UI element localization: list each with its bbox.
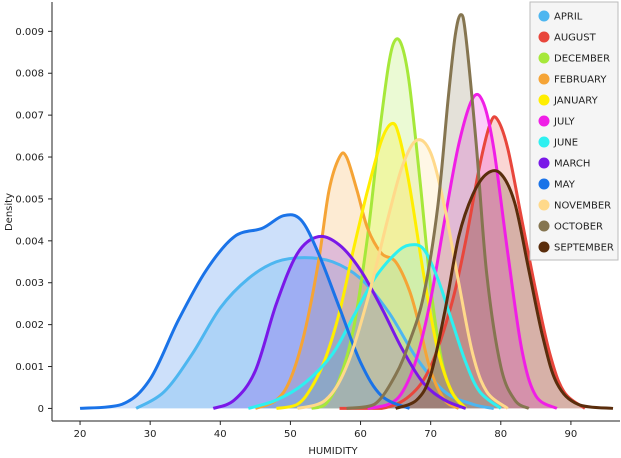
legend-label-july: JULY xyxy=(553,117,576,128)
legend-swatch-december xyxy=(538,52,550,64)
area-march xyxy=(213,236,466,409)
x-tick-label: 70 xyxy=(424,429,437,440)
y-tick-label: 0 xyxy=(38,404,44,415)
legend-label-april: APRIL xyxy=(554,12,583,23)
area-june xyxy=(248,244,501,409)
x-tick-label: 60 xyxy=(354,429,367,440)
x-ticks: 20 30 40 50 60 70 80 90 xyxy=(74,421,578,440)
legend-swatch-november xyxy=(538,199,550,211)
line-november xyxy=(297,138,509,410)
line-march xyxy=(212,234,467,410)
legend-label-january: JANUARY xyxy=(553,96,599,107)
legend-swatch-october xyxy=(538,220,550,232)
legend-swatch-february xyxy=(538,73,550,85)
legend-label-october: OCTOBER xyxy=(554,222,603,233)
legend-swatch-september xyxy=(538,241,550,253)
legend-label-february: FEBRUARY xyxy=(554,75,607,86)
legend-label-december: DECEMBER xyxy=(554,54,610,65)
y-tick-label: 0.006 xyxy=(15,153,44,164)
y-axis-label: Density xyxy=(4,193,15,231)
y-tick-label: 0.002 xyxy=(15,320,44,331)
line-december xyxy=(311,37,467,410)
x-tick-label: 90 xyxy=(565,429,578,440)
legend-label-june: JUNE xyxy=(553,138,578,149)
area-january xyxy=(276,123,466,409)
line-september xyxy=(395,169,614,410)
legend-swatch-january xyxy=(538,94,550,106)
x-tick-label: 50 xyxy=(284,429,297,440)
y-tick-label: 0.007 xyxy=(15,111,44,122)
x-tick-label: 80 xyxy=(494,429,507,440)
legend-swatch-july xyxy=(538,115,550,127)
line-october xyxy=(346,13,530,410)
density-lines xyxy=(79,13,614,410)
y-tick-label: 0.009 xyxy=(15,27,44,38)
line-may xyxy=(79,213,411,410)
legend-label-march: MARCH xyxy=(554,159,590,170)
y-tick-label: 0.001 xyxy=(15,362,44,373)
area-april xyxy=(136,257,494,409)
legend-swatch-august xyxy=(538,31,550,43)
x-tick-label: 20 xyxy=(74,429,87,440)
line-july xyxy=(367,92,558,410)
axes xyxy=(51,2,620,422)
legend-swatch-june xyxy=(538,136,550,148)
legend-label-may: MAY xyxy=(554,180,576,191)
line-january xyxy=(276,121,467,410)
y-tick-label: 0.003 xyxy=(15,278,44,289)
y-tick-label: 0.008 xyxy=(15,69,44,80)
legend-label-november: NOVEMBER xyxy=(554,201,611,212)
legend-swatch-march xyxy=(538,157,550,169)
x-axis-label: HUMIDITY xyxy=(308,446,358,457)
legend-swatch-may xyxy=(538,178,550,190)
y-ticks: 0 0.001 0.002 0.003 0.004 0.005 0.006 0.007 0.00… xyxy=(15,27,52,415)
legend-box xyxy=(529,1,619,261)
legend-label-august: AUGUST xyxy=(554,33,597,44)
x-tick-label: 40 xyxy=(214,429,227,440)
legend-swatch-april xyxy=(538,10,550,22)
line-june xyxy=(247,243,502,410)
y-tick-label: 0.005 xyxy=(15,194,44,205)
legend-label-september: SEPTEMBER xyxy=(554,243,614,254)
x-tick-label: 30 xyxy=(144,429,157,440)
y-tick-label: 0.004 xyxy=(15,236,44,247)
legend: APRIL AUGUST DECEMBER FEBRUARY JANUARY JULY JU… xyxy=(529,1,619,261)
area-september xyxy=(395,170,613,409)
